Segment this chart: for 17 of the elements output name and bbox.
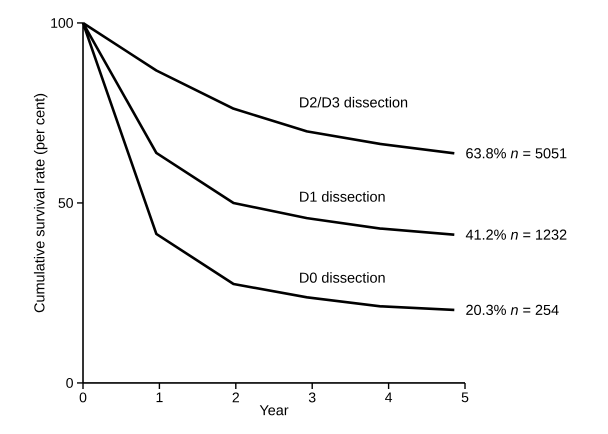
- series-label: D1 dissection: [300, 191, 385, 202]
- x-axis-title: Year: [260, 405, 288, 416]
- y-tick-label: 100: [51, 18, 73, 28]
- x-tick-label: 1: [156, 392, 163, 402]
- text: 63.8% n = 5051: [466, 148, 566, 158]
- text: 20.3% n = 254: [466, 304, 559, 316]
- y-tick-label: 50: [58, 198, 73, 208]
- y-tick-label: 0: [66, 378, 73, 388]
- x-tick-label: 5: [462, 392, 468, 402]
- text: 41.2% n = 1232: [466, 230, 566, 240]
- series-label: D0 dissection: [300, 272, 385, 283]
- x-tick-label: 4: [385, 392, 392, 402]
- x-tick-label: 2: [232, 392, 239, 402]
- series-label: D2/D3 dissection: [300, 96, 408, 108]
- x-tick-label: 3: [308, 392, 316, 402]
- x-tick-label: 0: [80, 392, 86, 402]
- y-axis-title: Cumulative survival rate (per cent): [34, 94, 48, 312]
